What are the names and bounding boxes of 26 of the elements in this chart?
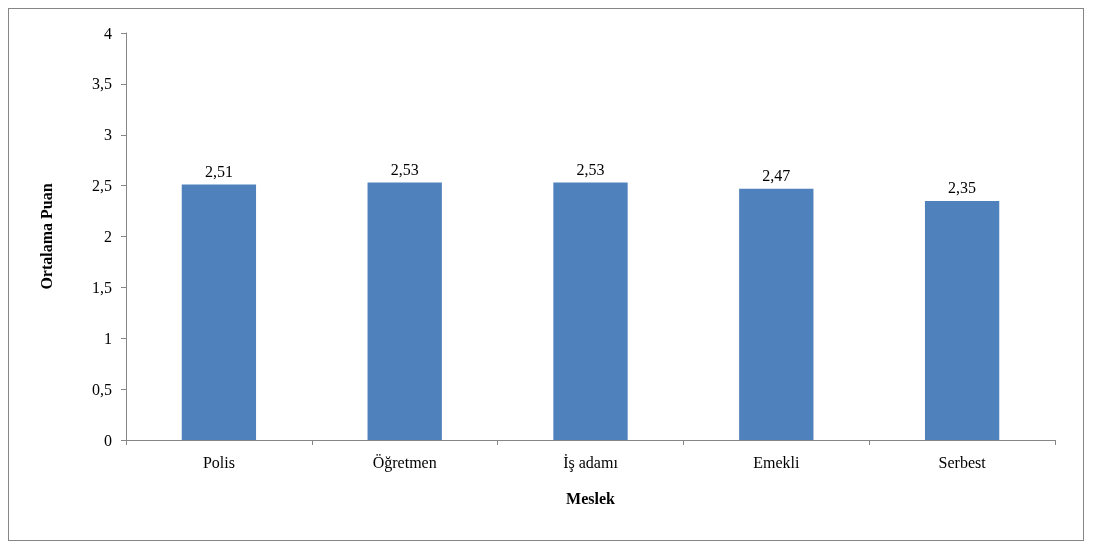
bar [367, 182, 442, 440]
bar [924, 200, 1000, 440]
data-label: 2,53 [390, 161, 419, 179]
x-tick-label: Emekli [753, 453, 800, 471]
y-tick-label: 1,5 [92, 278, 112, 296]
y-tick-label: 2 [104, 228, 112, 245]
data-label: 2,53 [576, 161, 605, 179]
x-tick-label: Polis [202, 453, 235, 471]
y-tick-label: 2,5 [92, 177, 112, 195]
x-tick-label: Öğretmen [372, 453, 437, 472]
bar [739, 188, 814, 440]
bar [553, 182, 628, 440]
data-label: 2,35 [948, 179, 977, 197]
x-tick-label: Serbest [938, 453, 987, 471]
y-axis-title: Ortalama Puan [37, 183, 55, 290]
y-tick-label: 1 [104, 329, 112, 347]
y-tick-label: 0 [104, 431, 112, 449]
y-tick-label: 3 [104, 126, 112, 144]
y-tick-label: 4 [104, 24, 112, 42]
y-tick-label: 0,5 [92, 380, 112, 398]
bar [181, 184, 257, 440]
y-tick-label: 3,5 [92, 75, 112, 93]
x-axis-title: Meslek [566, 489, 616, 507]
x-tick-label: İş adamı [563, 453, 619, 472]
data-label: 2,47 [762, 167, 791, 185]
data-label: 2,51 [204, 163, 233, 181]
